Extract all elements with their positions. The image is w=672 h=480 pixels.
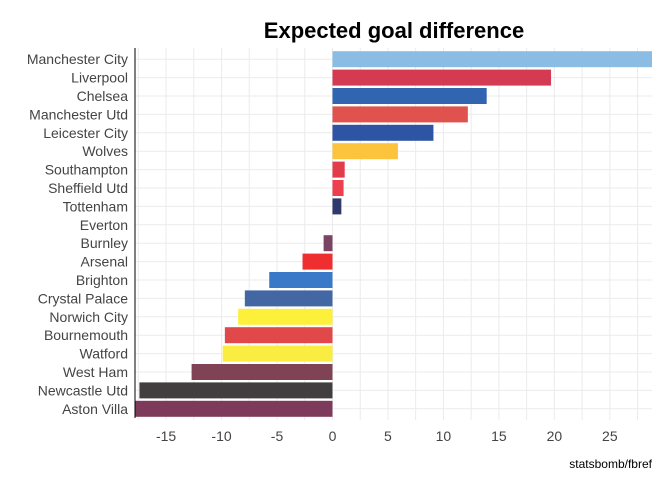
bar [224,327,333,344]
category-label: Sheffield Utd [48,180,128,196]
bar [302,253,333,270]
category-label: Bournemouth [44,327,128,343]
x-tick-label: 25 [602,428,618,444]
category-label: Arsenal [81,254,128,270]
bar [332,106,468,123]
category-label: Everton [80,217,128,233]
category-label: Norwich City [49,309,128,325]
category-label: West Ham [63,364,128,380]
bar [323,235,333,252]
bar [332,198,342,215]
category-label: Aston Villa [62,401,128,417]
bar [269,272,333,288]
category-label: Leicester City [43,125,128,141]
x-tick-label: 5 [384,428,392,444]
category-label: Newcastle Utd [38,382,128,398]
category-label: Brighton [76,272,128,288]
bar [244,290,333,307]
x-tick-label: -5 [271,428,284,444]
category-label: Burnley [81,235,128,251]
bar [222,345,333,362]
bar [139,382,333,399]
x-tick-label: 20 [547,428,563,444]
category-label: Crystal Palace [38,290,128,306]
bar [332,88,487,104]
chart-title: Expected goal difference [264,18,524,43]
x-tick-label: 10 [436,428,452,444]
source-caption: statsbomb/fbref [569,457,652,471]
bar [332,161,345,178]
category-label: Liverpool [71,70,128,86]
category-label: Watford [80,346,129,362]
bars [135,51,652,417]
category-label: Manchester Utd [29,106,128,122]
x-tick-label: -15 [156,428,176,444]
bar [332,51,652,68]
bar [332,124,434,141]
x-tick-label: -10 [211,428,231,444]
bar [191,364,333,380]
category-label: Southampton [45,162,128,178]
bar [135,400,333,417]
bar [332,69,552,86]
category-label: Manchester City [27,51,128,67]
x-tick-label: 15 [491,428,507,444]
bar [332,180,344,196]
category-label: Chelsea [77,88,129,104]
bar [332,143,398,160]
x-tick-label: 0 [329,428,337,444]
bar [238,308,333,325]
category-labels: Manchester City Liverpool Chelsea Mancheste… [27,51,128,417]
x-tick-labels: -15 -10 -5 0 5 10 15 20 25 [156,428,618,444]
category-label: Tottenham [63,198,128,214]
category-label: Wolves [82,143,128,159]
